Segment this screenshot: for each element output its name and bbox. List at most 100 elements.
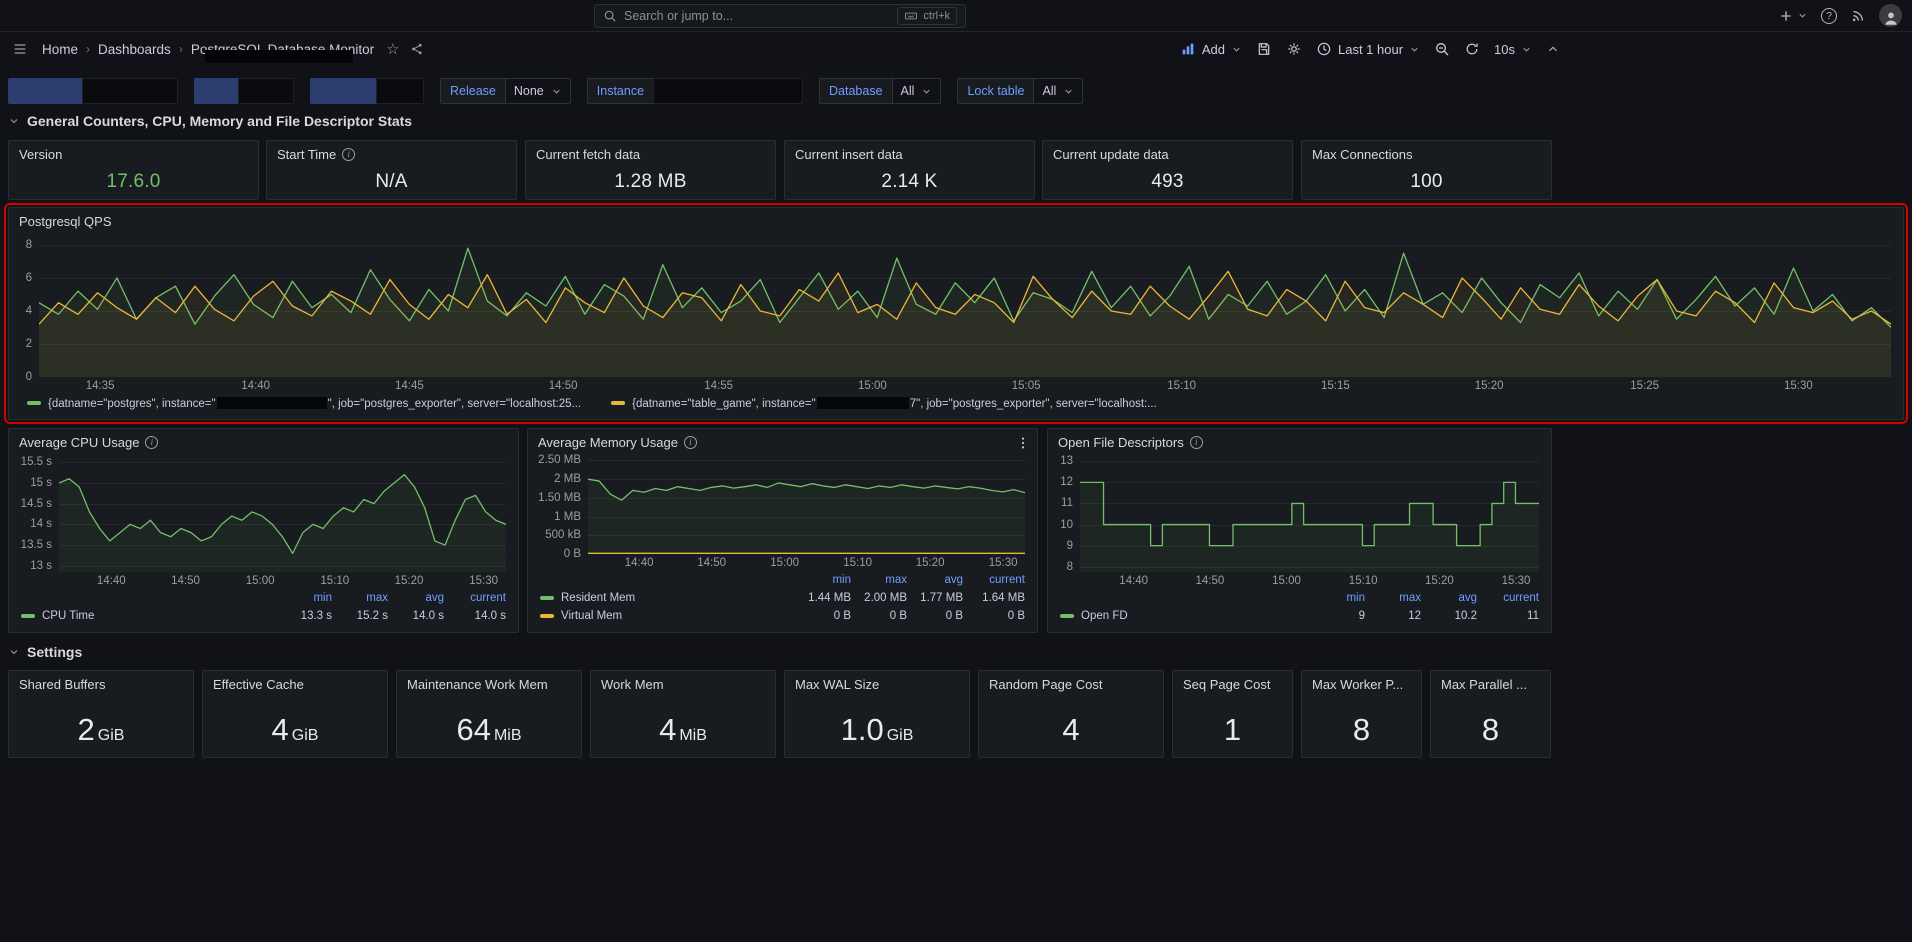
y-axis-label: 9	[1066, 539, 1073, 552]
stat-panel-max-worker-processes[interactable]: Max Worker P... 8	[1301, 670, 1422, 758]
panel-title[interactable]: Start Time i	[267, 141, 516, 164]
star-icon[interactable]: ☆	[386, 40, 400, 58]
panel-open-file-descriptors[interactable]: Open File Descriptors i 8 9 10 11 12 13 14:40 1…	[1047, 428, 1552, 633]
panel-title[interactable]: Seq Page Cost	[1183, 677, 1271, 692]
x-axis-label: 14:40	[241, 380, 271, 392]
legend-item[interactable]: {datname="postgres", instance=" ", job="p…	[27, 397, 581, 410]
breadcrumb-dashboards[interactable]: Dashboards	[98, 41, 171, 57]
time-series-plot[interactable]	[39, 235, 1891, 377]
panel-title[interactable]: Current fetch data	[536, 147, 641, 162]
refresh-interval-picker[interactable]: 10s	[1494, 42, 1532, 57]
lock-table-variable-dropdown[interactable]: All	[1033, 78, 1084, 104]
time-series-chart: 8 9 10 11 12 13 14:40 14:50 15:00 15:10 15:20 15:3…	[1048, 452, 1551, 589]
panel-title[interactable]: Maintenance Work Mem	[407, 677, 548, 692]
gridline	[39, 310, 1891, 312]
new-button[interactable]	[1778, 8, 1808, 24]
release-variable-label: Release	[440, 78, 505, 104]
panel-average-memory-usage[interactable]: Average Memory Usage i 0 B 500 kB 1 MB 1.50 …	[527, 428, 1038, 633]
legend-row[interactable]: Resident Mem 1.44 MB 2.00 MB 1.77 MB 1.64 M…	[540, 589, 1025, 607]
redacted-breadcrumb-overlay	[205, 50, 353, 63]
y-axis-label: 11	[1061, 497, 1073, 510]
share-icon[interactable]	[410, 42, 424, 56]
redacted-variable-dropdown[interactable]	[82, 78, 178, 104]
stat-panel-shared-buffers[interactable]: Shared Buffers 2 GiB	[8, 670, 194, 758]
stat-panel-max-parallel[interactable]: Max Parallel ... 8	[1430, 670, 1551, 758]
panel-title[interactable]: Max Parallel ...	[1441, 677, 1527, 692]
legend-swatch	[611, 401, 626, 405]
hamburger-menu-icon[interactable]	[12, 41, 28, 57]
time-series-plot[interactable]	[59, 456, 506, 572]
y-axis-label: 12	[1060, 476, 1073, 489]
panel-title[interactable]: Postgresql QPS	[19, 214, 112, 229]
panel-title[interactable]: Version	[19, 147, 63, 162]
top-nav: ctrl+k ?	[0, 0, 1912, 32]
stat-panel-maintenance-work-mem[interactable]: Maintenance Work Mem 64 MiB	[396, 670, 582, 758]
stat-panel-max-wal-size[interactable]: Max WAL Size 1.0 GiB	[784, 670, 970, 758]
panel-title[interactable]: Average CPU Usage i	[9, 429, 518, 452]
variable-redacted-1	[8, 78, 178, 104]
legend-row[interactable]: Open FD 9 12 10.2 11	[1060, 607, 1539, 625]
stat-value: N/A	[375, 171, 408, 192]
zoom-out-time-icon[interactable]	[1434, 41, 1450, 57]
redacted-variable-dropdown[interactable]	[376, 78, 424, 104]
x-axis-label: 14:40	[624, 557, 654, 569]
save-dashboard-icon[interactable]	[1256, 41, 1272, 57]
section-row-general[interactable]: General Counters, CPU, Memory and File D…	[8, 113, 412, 129]
panel-title[interactable]: Open File Descriptors i	[1048, 429, 1551, 452]
legend-row[interactable]: CPU Time 13.3 s 15.2 s 14.0 s 14.0 s	[21, 607, 506, 625]
gridline	[59, 545, 506, 547]
time-series-plot[interactable]	[588, 456, 1025, 554]
panel-title[interactable]: Average Memory Usage i	[528, 429, 1037, 452]
stat-value: 64 MiB	[456, 712, 522, 747]
stat-panel-work-mem[interactable]: Work Mem 4 MiB	[590, 670, 776, 758]
stat-panel-version[interactable]: Version 17.6.0	[8, 140, 259, 200]
collapse-toolbar-chevron-up-icon[interactable]	[1546, 42, 1560, 56]
panel-title[interactable]: Effective Cache	[213, 677, 304, 692]
user-avatar[interactable]	[1879, 4, 1902, 27]
info-icon[interactable]: i	[145, 436, 159, 449]
stat-panel-current-update-data[interactable]: Current update data 493	[1042, 140, 1293, 200]
panel-title[interactable]: Shared Buffers	[19, 677, 106, 692]
panel-title[interactable]: Current update data	[1053, 147, 1169, 162]
section-row-settings[interactable]: Settings	[8, 644, 82, 660]
info-icon[interactable]: i	[1189, 436, 1203, 449]
time-series-plot[interactable]	[1080, 456, 1539, 572]
database-variable-dropdown[interactable]: All	[891, 78, 942, 104]
stat-panel-seq-page-cost[interactable]: Seq Page Cost 1	[1172, 670, 1293, 758]
refresh-button[interactable]	[1464, 41, 1480, 57]
breadcrumb-home[interactable]: Home	[42, 41, 79, 57]
info-icon[interactable]: i	[683, 436, 697, 449]
panel-title[interactable]: Max WAL Size	[795, 677, 880, 692]
legend-swatch	[27, 401, 41, 405]
dashboard-settings-gear-icon[interactable]	[1286, 41, 1302, 57]
stat-panel-max-connections[interactable]: Max Connections 100	[1301, 140, 1552, 200]
panel-title[interactable]: Random Page Cost	[989, 677, 1103, 692]
panel-menu-kebab-icon[interactable]	[1015, 435, 1031, 451]
stat-panel-start-time[interactable]: Start Time i N/A	[266, 140, 517, 200]
rss-icon[interactable]	[1850, 8, 1866, 24]
legend-item[interactable]: {datname="table_game", instance=" 7", job…	[611, 397, 1157, 410]
panel-postgresql-qps[interactable]: Postgresql QPS 0 2 4 6 8 14:35 14:40 14:45 14:5…	[4, 203, 1908, 424]
panel-title[interactable]: Max Connections	[1312, 147, 1413, 162]
panel-title[interactable]: Current insert data	[795, 147, 903, 162]
panel-title[interactable]: Max Worker P...	[1312, 677, 1404, 692]
panel-title[interactable]: Work Mem	[601, 677, 664, 692]
grafana-logo-icon[interactable]	[10, 5, 32, 27]
x-axis-label: 15:10	[320, 575, 350, 587]
stat-panel-random-page-cost[interactable]: Random Page Cost 4	[978, 670, 1164, 758]
search-bar[interactable]: ctrl+k	[594, 4, 966, 28]
stat-panel-current-fetch-data[interactable]: Current fetch data 1.28 MB	[525, 140, 776, 200]
help-button[interactable]: ?	[1821, 7, 1837, 24]
stat-value: 2 GiB	[77, 712, 125, 747]
release-variable-dropdown[interactable]: None	[504, 78, 571, 104]
info-icon[interactable]: i	[342, 148, 356, 161]
search-input[interactable]	[624, 9, 891, 23]
stat-panel-current-insert-data[interactable]: Current insert data 2.14 K	[784, 140, 1035, 200]
redacted-variable-dropdown[interactable]	[238, 78, 294, 104]
stat-panel-effective-cache[interactable]: Effective Cache 4 GiB	[202, 670, 388, 758]
time-range-picker[interactable]: Last 1 hour	[1316, 41, 1420, 57]
instance-variable-dropdown-redacted[interactable]	[653, 78, 804, 104]
add-panel-button[interactable]: Add	[1180, 41, 1242, 57]
